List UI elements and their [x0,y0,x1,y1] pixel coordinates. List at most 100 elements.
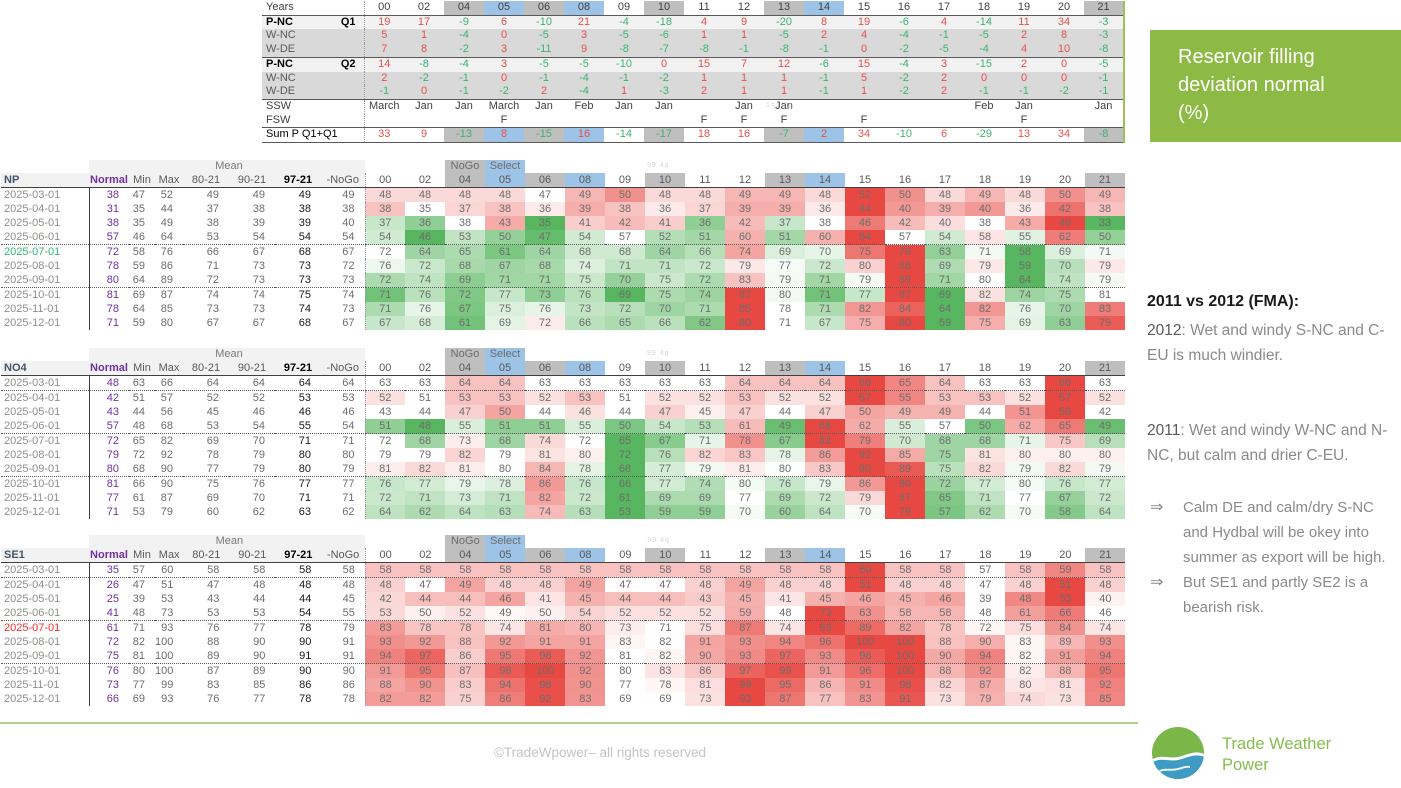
date-cell: 2025-11-01 [1,491,90,505]
min-cell: 44 [132,406,145,418]
nogo-cell: 86 [342,679,355,691]
max-cell: 52 [160,189,173,201]
heatmap-cell: 92 [965,663,1006,678]
heatmap-cell: 53 [685,419,725,434]
heatmap-cell: 65 [885,375,925,391]
heatmap-cell: 90 [685,649,726,664]
fsw-cell [1044,113,1084,129]
heatmap-cell: 79 [685,462,725,477]
mean-80-21-cell: 74 [206,289,219,301]
heatmap-cell: 57 [1045,390,1085,405]
sum-cell: 16 [724,127,764,144]
heatmap-cell: 75 [845,316,885,330]
heatmap-cell: 70 [805,244,845,259]
heatmap-cell: 80 [605,663,646,678]
min-cell: 64 [129,273,155,288]
heatmap-cell: 71 [685,433,725,448]
heatmap-cell: 75 [925,448,965,462]
heatmap-cell: 48 [1005,577,1046,592]
heatmap-cell: 69 [925,287,965,302]
heatmap-cell: 51 [485,419,525,434]
heatmap-cell: 83 [645,663,686,678]
heatmap-cell: 80 [565,448,605,462]
heatmap-cell: 74 [685,287,725,302]
heatmap-cell: 92 [485,635,526,649]
heatmap-cell: 81 [525,620,566,635]
max-cell: 73 [155,606,184,621]
year-header: 13 [765,173,805,188]
heatmap-cell: 70 [1005,505,1045,519]
normal-cell: 78 [106,303,119,315]
mean-80-21-cell: 53 [183,230,229,245]
min-cell: 35 [132,203,145,215]
mean-97-21-cell: 49 [298,189,311,201]
heatmap-cell: 100 [885,649,926,664]
max-cell: 90 [160,478,173,490]
heatmap-cell: 72 [1085,491,1125,505]
heatmap-cell: 64 [805,375,845,391]
deviation-cell: 0 [484,29,524,44]
heatmap-cell: 84 [1045,620,1086,635]
heatmap-cell: 52 [525,390,565,405]
normal-cell: 38 [106,189,119,201]
year-header: 19 [1005,173,1045,188]
bullet-item: ⇒ But SE1 and partly SE2 is a bearish ri… [1150,570,1401,620]
date-cell: 2025-06-01 [1,606,90,621]
heatmap-cell: 61 [445,316,485,330]
heatmap-cell: 68 [525,259,565,273]
heatmap-cell: 70 [1045,259,1085,273]
heatmap-cell: 79 [965,259,1005,273]
heatmap-cell: 41 [525,592,566,606]
nogo-cell: 38 [342,203,355,215]
heatmap-cell: 68 [965,433,1005,448]
heatmap-cell: 75 [1045,433,1085,448]
mean-97-21-cell: 55 [275,419,321,434]
heatmap-cell: 74 [1085,620,1126,635]
year-header: 14 [805,548,846,563]
heatmap-cell: 92 [1085,678,1126,692]
heatmap-cell: 55 [445,419,485,434]
deviation-cell: -1 [804,43,844,58]
deviation-cell: -8 [684,43,724,58]
heatmap-cell: 71 [925,273,965,288]
heatmap-cell: 96 [805,635,846,649]
heatmap-cell: 85 [1085,692,1126,706]
deviation-cell: 4 [1004,43,1044,58]
heatmap-cell: 93 [725,692,766,706]
year-header: 19 [1005,361,1045,376]
deviation-cell: -1 [724,43,764,58]
deviation-cell: 2 [924,85,964,100]
heatmap-cell: 50 [1085,230,1125,245]
heatmap-cell: 72 [565,491,605,505]
deviation-cell: 4 [684,15,724,30]
deviation-cell: 1 [604,85,644,100]
heatmap-cell: 40 [1085,592,1126,606]
region-name: NO4 [1,361,89,376]
nogo-cell: 53 [342,392,355,404]
heatmap-cell: 53 [445,390,485,405]
heatmap-cell: 36 [1005,202,1045,216]
heatmap-cell: 48 [765,606,806,621]
min-cell: 69 [132,693,145,705]
year-header: 18 [964,1,1004,16]
heatmap-cell: 49 [445,577,486,592]
deviation-cell: 1 [724,71,764,86]
mean-80-21-cell: 47 [207,579,220,591]
heatmap-cell: 55 [1005,230,1045,245]
nogo-cell: 90 [342,665,355,677]
heatmap-cell: 53 [1045,592,1086,606]
heatmap-cell: 82 [925,678,966,692]
deviation-cell: -10 [604,57,644,72]
heatmap-cell: 49 [725,187,765,202]
deviation-cell: -9 [444,15,484,30]
heatmap-cell: 99 [765,663,806,678]
deviation-cell: -2 [644,71,684,86]
sum-cell: 8 [484,127,524,144]
nogo-cell: 46 [342,406,355,418]
date-cell: 2025-04-01 [1,202,90,216]
heatmap-cell: 47 [605,577,646,592]
date-cell: 2025-03-01 [1,375,90,391]
heatmap-cell: 52 [685,390,725,405]
heatmap-cell: 77 [1005,491,1045,505]
year-header: 20 [1045,361,1085,376]
